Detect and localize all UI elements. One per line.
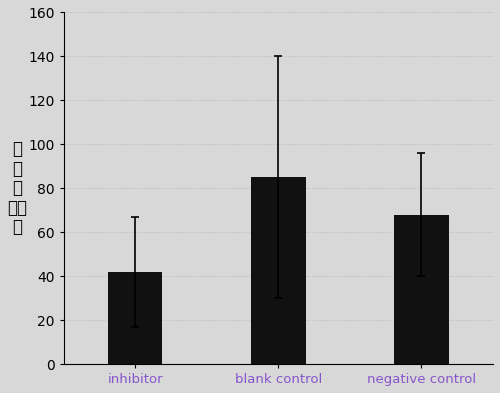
Bar [108,272,162,364]
Bar [251,177,306,364]
Bar [394,215,448,364]
Y-axis label: 回
收
幹
均値
量: 回 收 幹 均値 量 [7,140,27,236]
